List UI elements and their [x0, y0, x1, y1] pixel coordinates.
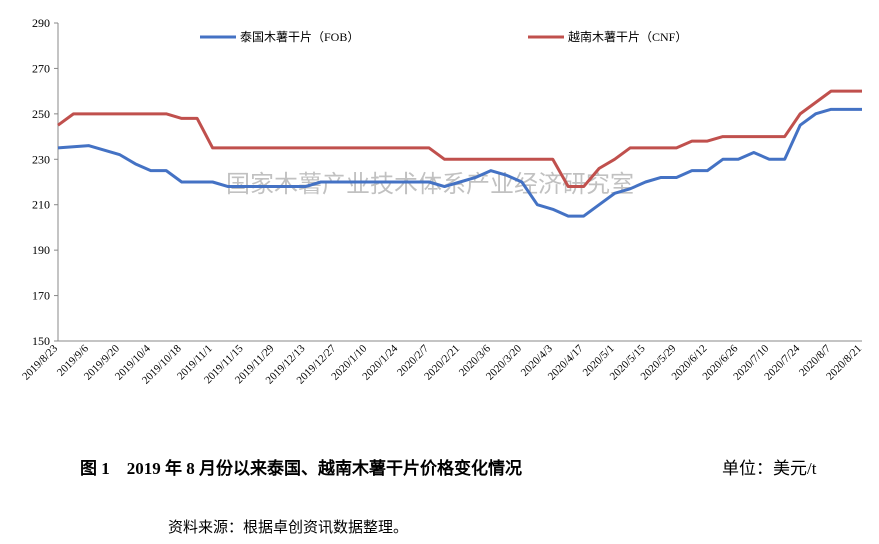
- y-tick-label: 170: [32, 289, 50, 303]
- y-tick-label: 230: [32, 152, 50, 166]
- watermark: 国家木薯产业技术体系产业经济研究室: [226, 171, 634, 198]
- y-tick-label: 150: [32, 334, 50, 348]
- x-tick-label: 2019/8/23: [20, 342, 60, 382]
- legend-label: 越南木薯干片（CNF）: [568, 29, 687, 44]
- series-line: [57, 89, 862, 189]
- y-tick-label: 290: [32, 16, 50, 30]
- series-line: [57, 107, 862, 218]
- source: 资料来源：根据卓创资讯数据整理。: [168, 519, 408, 536]
- y-tick-label: 270: [32, 61, 50, 75]
- y-tick-label: 190: [32, 243, 50, 257]
- y-tick-label: 250: [32, 107, 50, 121]
- unit: 单位：美元/t: [722, 459, 817, 478]
- y-tick-label: 210: [32, 198, 50, 212]
- caption: 图 1 2019 年 8 月份以来泰国、越南木薯干片价格变化情况: [80, 458, 522, 478]
- legend-label: 泰国木薯干片（FOB）: [240, 30, 359, 44]
